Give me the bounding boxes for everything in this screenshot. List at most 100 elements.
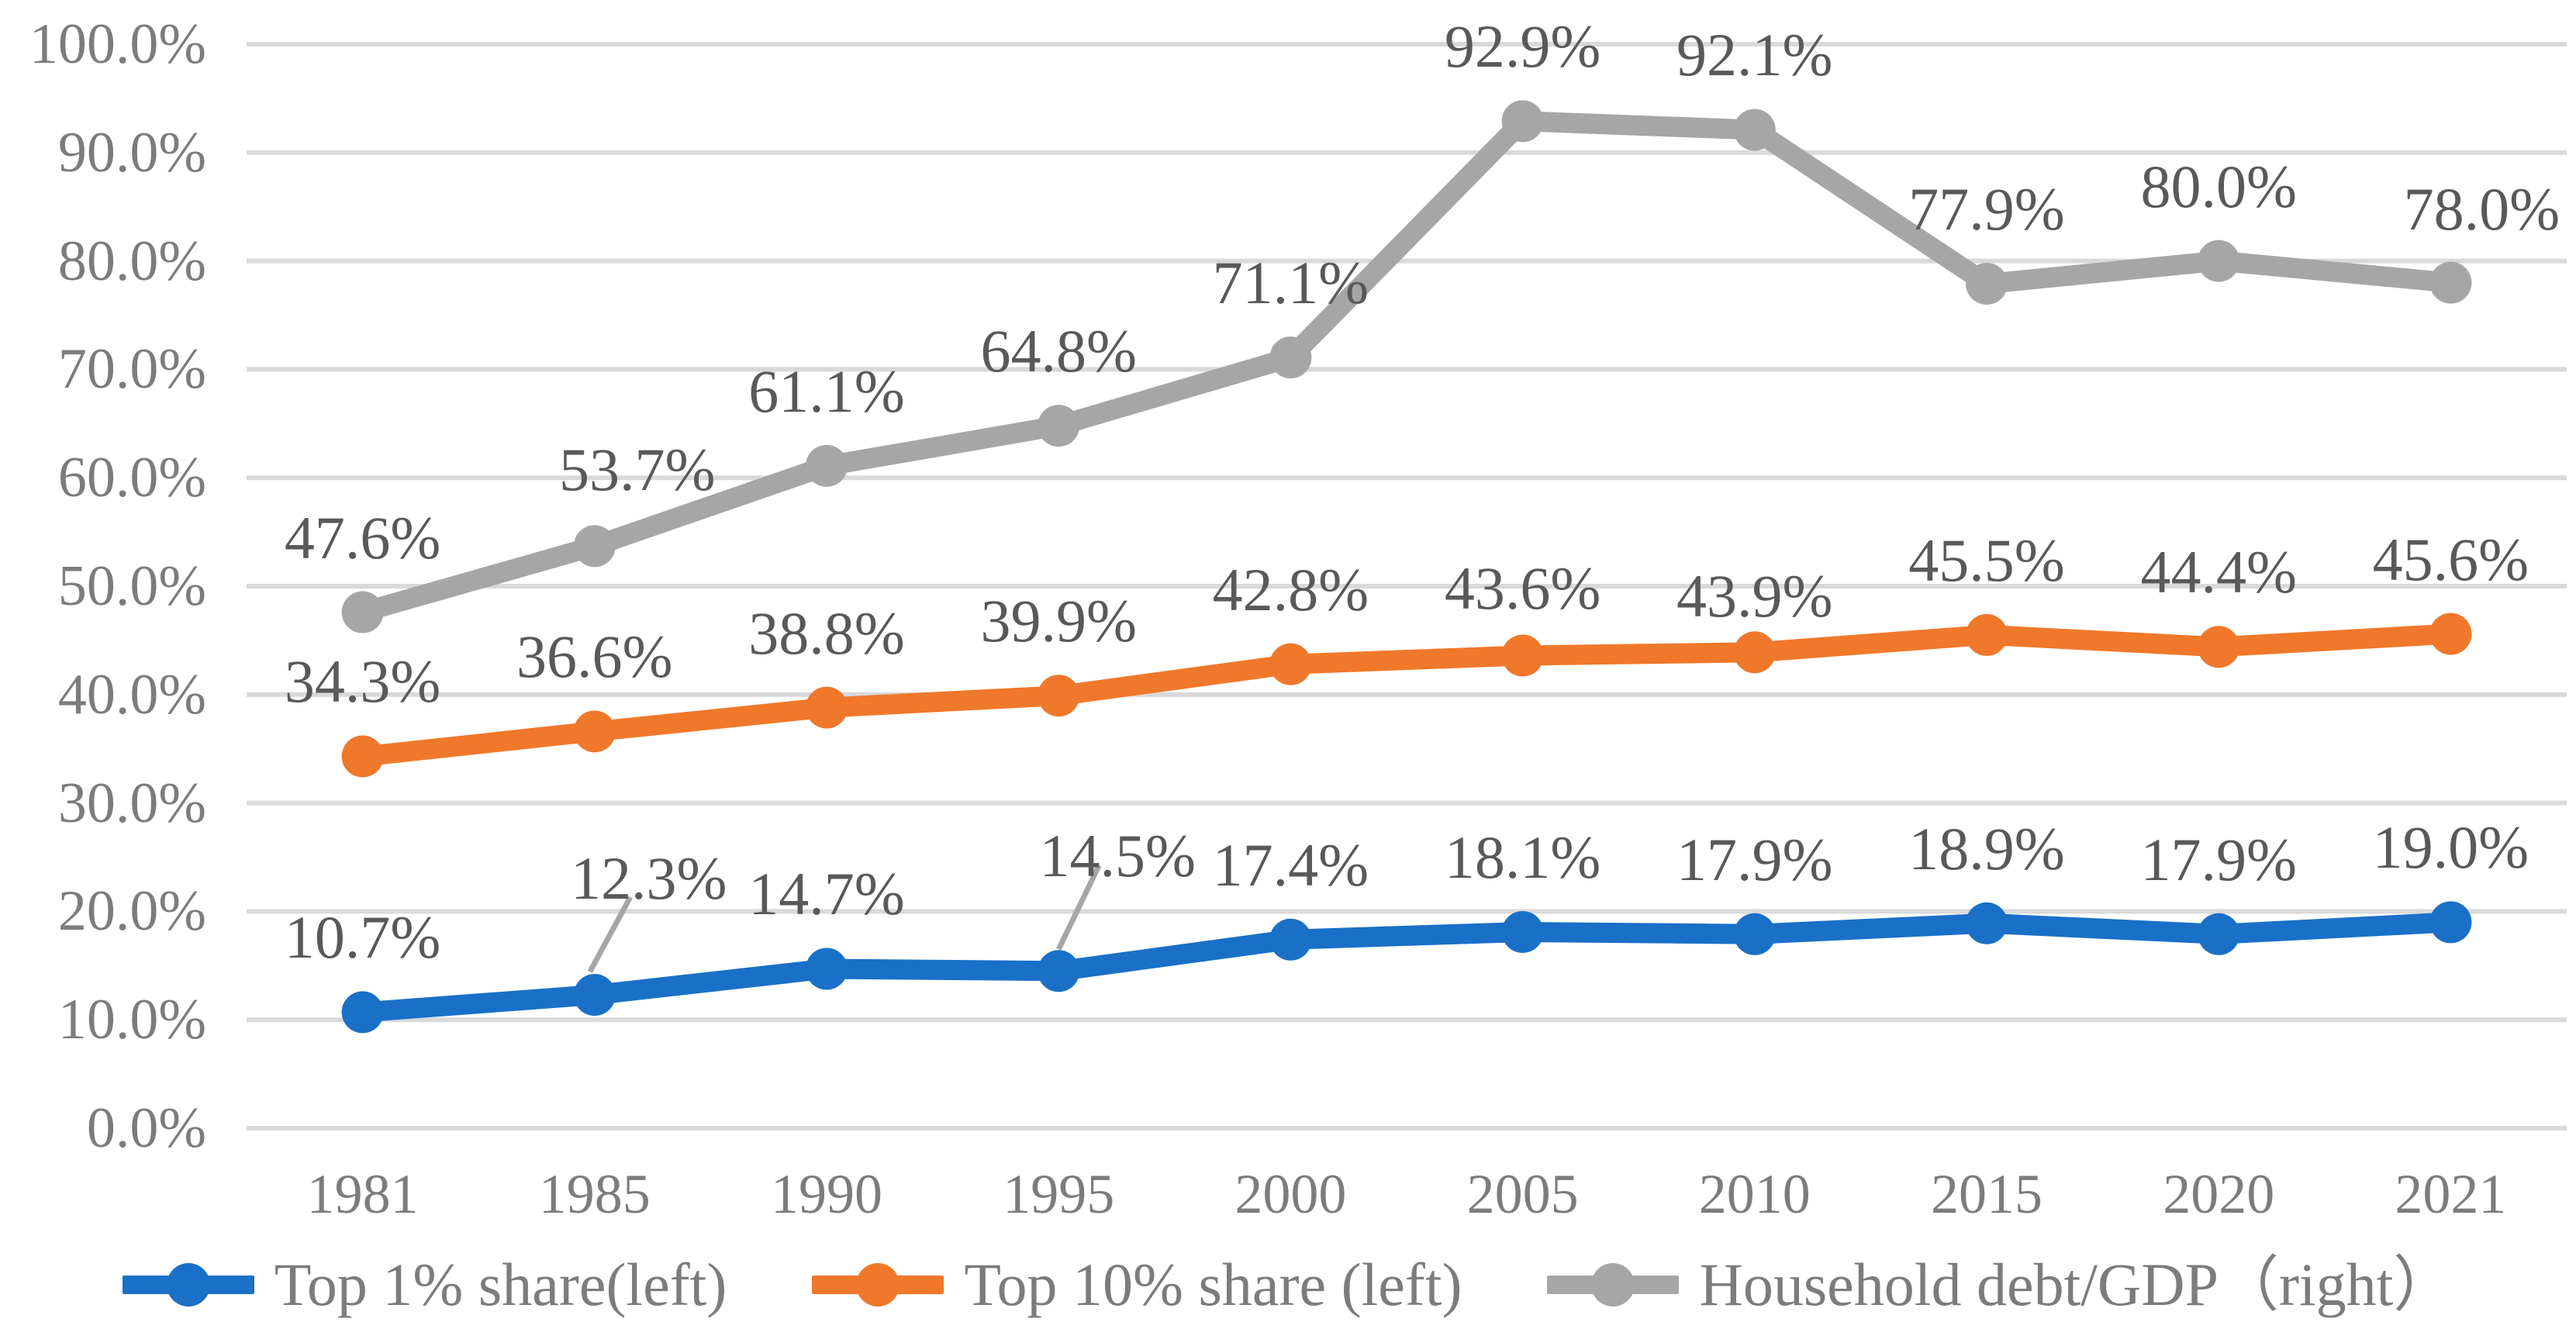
legend-line-marker-icon bbox=[122, 1263, 254, 1307]
x-tick-label: 1981 bbox=[306, 1163, 419, 1225]
data-label: 17.9% bbox=[1676, 825, 1833, 893]
data-point-marker bbox=[806, 948, 848, 990]
data-label: 18.9% bbox=[1908, 814, 2065, 882]
data-point-marker bbox=[573, 710, 616, 753]
data-label-leader-line bbox=[1056, 864, 1102, 951]
legend-item-0: Top 1% share(left) bbox=[122, 1251, 727, 1318]
legend-circle bbox=[1591, 1263, 1635, 1307]
legend-circle bbox=[166, 1263, 210, 1307]
data-point-marker bbox=[2429, 613, 2472, 655]
legend-item-1: Top 10% share (left) bbox=[812, 1255, 1462, 1315]
data-label: 39.9% bbox=[980, 587, 1137, 655]
data-label: 17.9% bbox=[2140, 825, 2297, 893]
data-point-marker bbox=[341, 591, 384, 633]
legend-label: Top 10% share (left) bbox=[964, 1251, 1462, 1318]
data-point-marker bbox=[573, 974, 616, 1017]
data-point-marker bbox=[1733, 913, 1776, 955]
data-label: 43.6% bbox=[1444, 554, 1601, 623]
y-tick-label: 20.0% bbox=[57, 879, 206, 944]
data-label-leader-line bbox=[587, 896, 633, 973]
series-line-2 bbox=[352, 111, 2461, 623]
y-tick-label: 90.0% bbox=[57, 120, 206, 185]
x-tick-label: 1985 bbox=[538, 1163, 651, 1225]
legend-line-marker-icon bbox=[1547, 1263, 1680, 1307]
y-tick-label: 80.0% bbox=[57, 229, 206, 293]
legend-label: Top 1% share(left) bbox=[274, 1251, 727, 1318]
legend: Top 1% share(left) Top 10% share (left) Ho… bbox=[0, 1234, 2576, 1335]
data-label: 78.0% bbox=[2403, 174, 2560, 243]
data-label: 92.9% bbox=[1444, 12, 1601, 81]
x-tick-label: 2021 bbox=[2395, 1163, 2507, 1225]
data-label: 42.8% bbox=[1212, 555, 1369, 623]
data-label: 92.1% bbox=[1676, 21, 1833, 89]
data-point-marker bbox=[1038, 405, 1080, 447]
data-label: 38.8% bbox=[748, 599, 905, 667]
data-label: 17.4% bbox=[1212, 830, 1369, 899]
data-point-marker bbox=[1966, 613, 2008, 656]
data-label: 10.7% bbox=[284, 903, 441, 972]
data-point-marker bbox=[573, 525, 616, 568]
data-point-marker bbox=[341, 735, 384, 778]
data-label: 36.6% bbox=[516, 623, 673, 691]
data-point-marker bbox=[1269, 918, 1312, 961]
legend-line-marker-icon bbox=[812, 1263, 944, 1307]
y-tick-label: 100.0% bbox=[29, 12, 206, 76]
data-label: 77.9% bbox=[1908, 174, 2065, 243]
x-tick-label: 1995 bbox=[1003, 1163, 1115, 1225]
data-label: 47.6% bbox=[284, 503, 441, 571]
x-tick-label: 1990 bbox=[771, 1163, 882, 1225]
data-label: 14.7% bbox=[748, 860, 905, 928]
y-tick-label: 40.0% bbox=[57, 662, 206, 727]
data-point-marker bbox=[341, 991, 384, 1034]
data-label: 44.4% bbox=[2140, 538, 2297, 606]
data-label: 45.5% bbox=[1908, 526, 2065, 594]
y-tick-label: 30.0% bbox=[57, 771, 206, 835]
data-label: 61.1% bbox=[748, 357, 905, 425]
y-tick-label: 0.0% bbox=[86, 1096, 206, 1160]
data-point-marker bbox=[1501, 910, 1544, 953]
x-tick-label: 2005 bbox=[1466, 1163, 1579, 1225]
data-point-marker bbox=[2198, 913, 2240, 955]
data-point-marker bbox=[1966, 262, 2008, 305]
data-point-marker bbox=[1966, 902, 2008, 944]
legend-circle bbox=[856, 1263, 900, 1307]
data-label: 53.7% bbox=[559, 436, 716, 504]
x-tick-label: 2010 bbox=[1698, 1163, 1811, 1225]
data-point-marker bbox=[1733, 631, 1776, 674]
data-point-marker bbox=[2429, 261, 2472, 304]
data-point-marker bbox=[1733, 109, 1776, 151]
data-label: 45.6% bbox=[2372, 525, 2529, 593]
data-point-marker bbox=[2429, 901, 2472, 944]
data-point-marker bbox=[2198, 626, 2240, 668]
data-label: 18.1% bbox=[1444, 823, 1601, 891]
y-tick-label: 70.0% bbox=[57, 337, 206, 402]
data-point-marker bbox=[1269, 337, 1312, 379]
legend-item-2: Household debt/GDP（right） bbox=[1547, 1255, 2453, 1315]
data-point-marker bbox=[806, 686, 848, 729]
data-label: 12.3% bbox=[571, 844, 727, 913]
y-tick-label: 10.0% bbox=[57, 988, 206, 1052]
data-label: 64.8% bbox=[980, 317, 1137, 385]
data-point-marker bbox=[1501, 100, 1544, 143]
data-label: 43.9% bbox=[1676, 562, 1833, 630]
data-label: 34.3% bbox=[284, 647, 441, 716]
data-label: 19.0% bbox=[2372, 813, 2529, 882]
data-label: 80.0% bbox=[2140, 152, 2297, 220]
data-label: 14.5% bbox=[1039, 822, 1196, 890]
y-tick-label: 50.0% bbox=[57, 554, 206, 618]
x-tick-label: 2000 bbox=[1234, 1163, 1347, 1225]
data-label: 71.1% bbox=[1212, 249, 1369, 317]
data-point-marker bbox=[1269, 643, 1312, 685]
series-line-0 bbox=[352, 912, 2461, 1023]
legend-label: Household debt/GDP（right） bbox=[1699, 1251, 2454, 1318]
x-tick-label: 2015 bbox=[1931, 1163, 2042, 1225]
y-tick-label: 60.0% bbox=[57, 446, 206, 510]
data-point-marker bbox=[1038, 675, 1080, 717]
x-tick-label: 2020 bbox=[2163, 1163, 2275, 1225]
data-point-marker bbox=[1501, 634, 1544, 677]
series-line-1 bbox=[352, 623, 2461, 767]
data-point-marker bbox=[1038, 950, 1080, 993]
data-point-marker bbox=[806, 444, 848, 487]
